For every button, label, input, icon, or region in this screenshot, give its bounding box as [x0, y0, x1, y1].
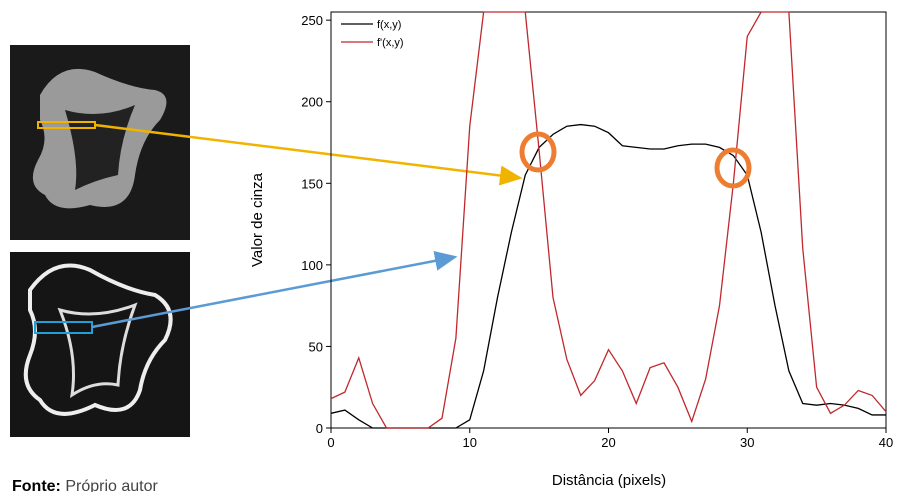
highlight-circle: [519, 131, 557, 173]
x-tick-label: 20: [601, 435, 615, 450]
y-tick-label: 250: [301, 13, 323, 28]
y-tick-label: 150: [301, 176, 323, 191]
y-tick-label: 0: [316, 421, 323, 436]
x-tick-label: 40: [879, 435, 893, 450]
arrow: [94, 123, 523, 186]
y-tick-label: 100: [301, 258, 323, 273]
footnote: Fonte: Próprio autor: [12, 478, 158, 492]
arrow: [91, 250, 458, 329]
x-axis-label: Distância (pixels): [552, 472, 666, 489]
legend-label: f(x,y): [377, 19, 401, 31]
highlight-circle: [714, 147, 752, 189]
legend-label: f'(x,y): [377, 37, 404, 49]
y-tick-label: 200: [301, 95, 323, 110]
image-gradient: [10, 252, 190, 437]
image-original: [10, 45, 190, 240]
data-line: [330, 123, 886, 429]
y-tick-label: 50: [309, 339, 323, 354]
x-tick-label: 0: [327, 435, 334, 450]
footnote-text: Próprio autor: [65, 478, 158, 492]
plot-frame: [330, 11, 887, 429]
footnote-label: Fonte:: [12, 478, 61, 492]
data-line: [330, 11, 887, 429]
x-tick-label: 10: [463, 435, 477, 450]
y-axis-label: Valor de cinza: [249, 172, 266, 267]
x-tick-label: 30: [740, 435, 754, 450]
